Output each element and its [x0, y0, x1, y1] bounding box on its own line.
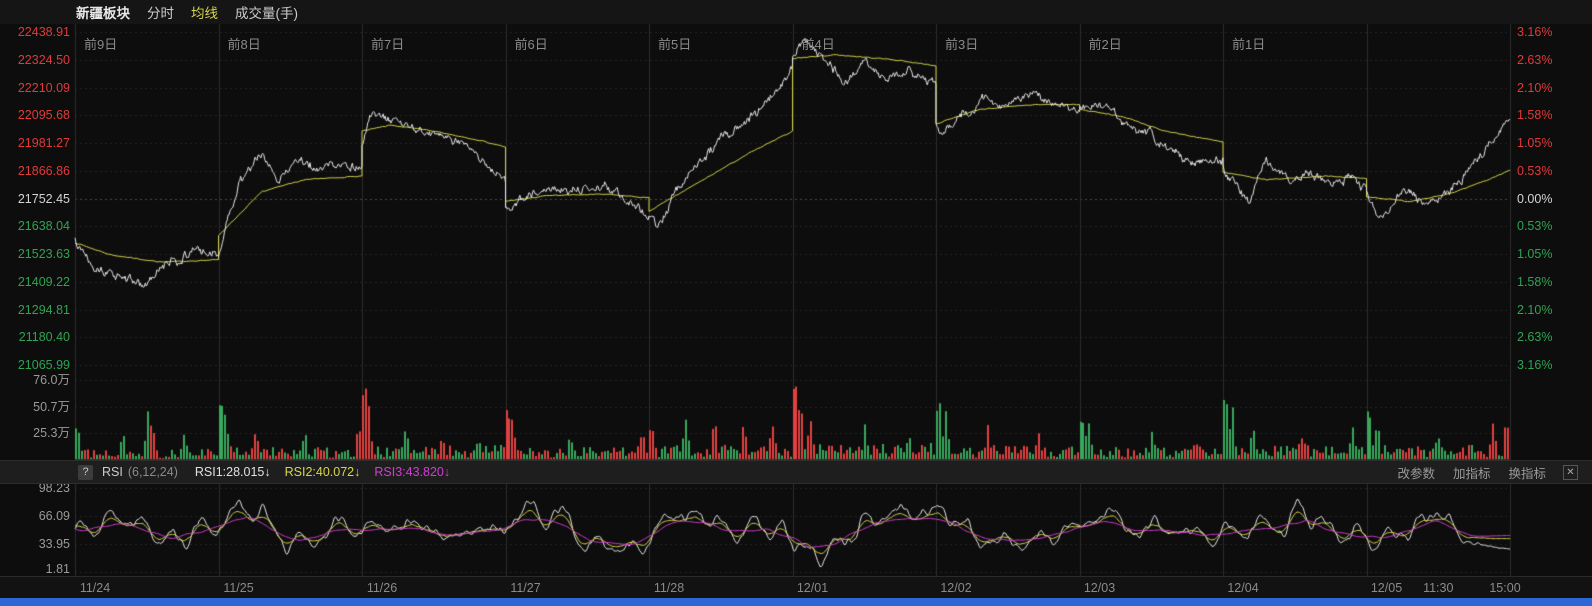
switch-indicator-button[interactable]: 换指标: [1508, 466, 1546, 481]
toolbar-tab-2[interactable]: 分时: [147, 6, 174, 21]
date-label: 12/01: [796, 580, 829, 595]
change-params-button[interactable]: 改参数: [1397, 466, 1435, 481]
rsi3-value: RSI3:43.820↓: [374, 465, 451, 479]
time-axis: 11/24 11/25 11/26 11/27 11/28 12/01 12/02 12/03…: [0, 576, 1592, 598]
date-label: 11/27: [510, 580, 541, 595]
date-label: 12/02: [940, 580, 972, 595]
date-label: 12/03: [1083, 580, 1116, 595]
add-indicator-button[interactable]: 加指标: [1452, 466, 1491, 481]
time-label: 15:00: [1489, 580, 1521, 595]
toolbar-tab-4[interactable]: 成交量(手): [235, 6, 298, 21]
close-icon[interactable]: ✕: [1563, 464, 1578, 480]
date-label: 11/25: [223, 580, 254, 595]
rsi-actions: 改参数 加指标 换指标: [1397, 463, 1546, 482]
bottom-scrollbar[interactable]: [0, 598, 1592, 606]
rsi-values: RSI1:28.015↓ RSI2:40.072↓ RSI3:43.820↓: [195, 465, 450, 479]
rsi-params-label: (6,12,24): [127, 465, 178, 479]
date-label: 11/28: [653, 580, 685, 595]
date-label: 12/05: [1370, 580, 1403, 595]
toolbar-tab-3[interactable]: 均线: [191, 6, 218, 21]
help-icon[interactable]: ?: [78, 464, 93, 480]
rsi-indicator-header: ? RSI (6,12,24) RSI1:28.015↓ RSI2:40.072↓…: [0, 460, 1592, 484]
rsi-indicator-name: RSI: [102, 465, 123, 479]
toolbar-tab-1[interactable]: 新疆板块: [76, 6, 130, 21]
date-label: 12/04: [1227, 580, 1259, 595]
date-label: 11/24: [79, 580, 111, 595]
top-toolbar: 新疆板块 分时 均线 成交量(手): [0, 0, 1592, 24]
time-label: 11:30: [1423, 580, 1454, 595]
rsi1-value: RSI1:28.015↓: [194, 465, 271, 479]
rsi2-value: RSI2:40.072↓: [284, 465, 361, 479]
date-label: 11/26: [366, 580, 398, 595]
